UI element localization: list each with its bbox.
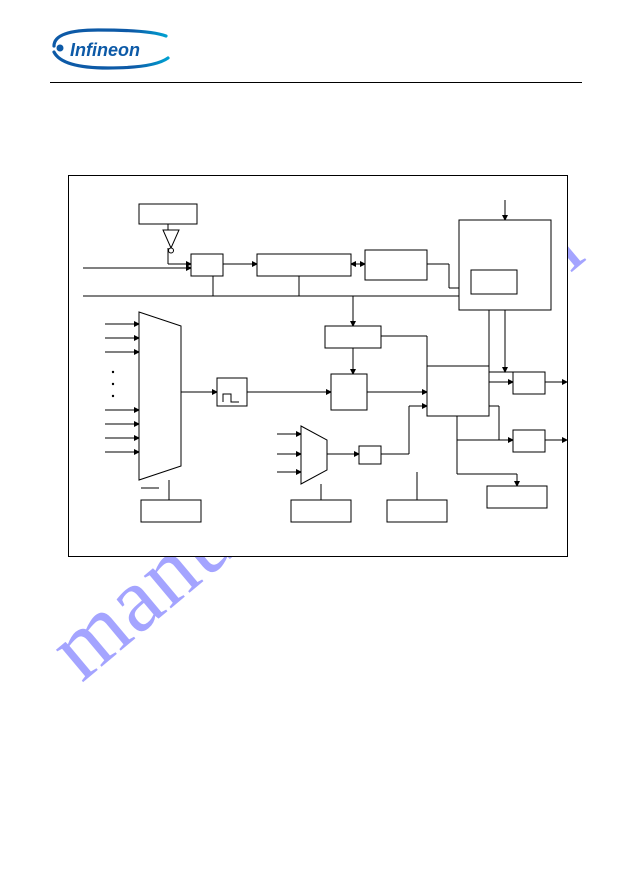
logo-text: Infineon	[70, 40, 140, 60]
center_top	[257, 254, 351, 276]
infineon-logo: Infineon	[50, 28, 170, 79]
large_mux	[139, 312, 181, 480]
bottom_right	[487, 486, 547, 508]
bottom_midr	[387, 500, 447, 522]
bottom_left	[141, 500, 201, 522]
small_top	[139, 204, 197, 224]
block-diagram	[68, 175, 568, 557]
big_right	[459, 220, 551, 310]
large_right	[427, 366, 489, 416]
buffer_tri	[163, 230, 179, 248]
mid_top	[325, 326, 381, 348]
small_mux	[301, 426, 327, 484]
center_mid	[331, 374, 367, 410]
tiny_box	[359, 446, 381, 464]
header-rule	[50, 82, 582, 83]
center_top_r	[365, 250, 427, 280]
out_top	[513, 372, 545, 394]
inner_right	[471, 270, 517, 294]
out_bot	[513, 430, 545, 452]
bottom_mid	[291, 500, 351, 522]
gate_small	[191, 254, 223, 276]
